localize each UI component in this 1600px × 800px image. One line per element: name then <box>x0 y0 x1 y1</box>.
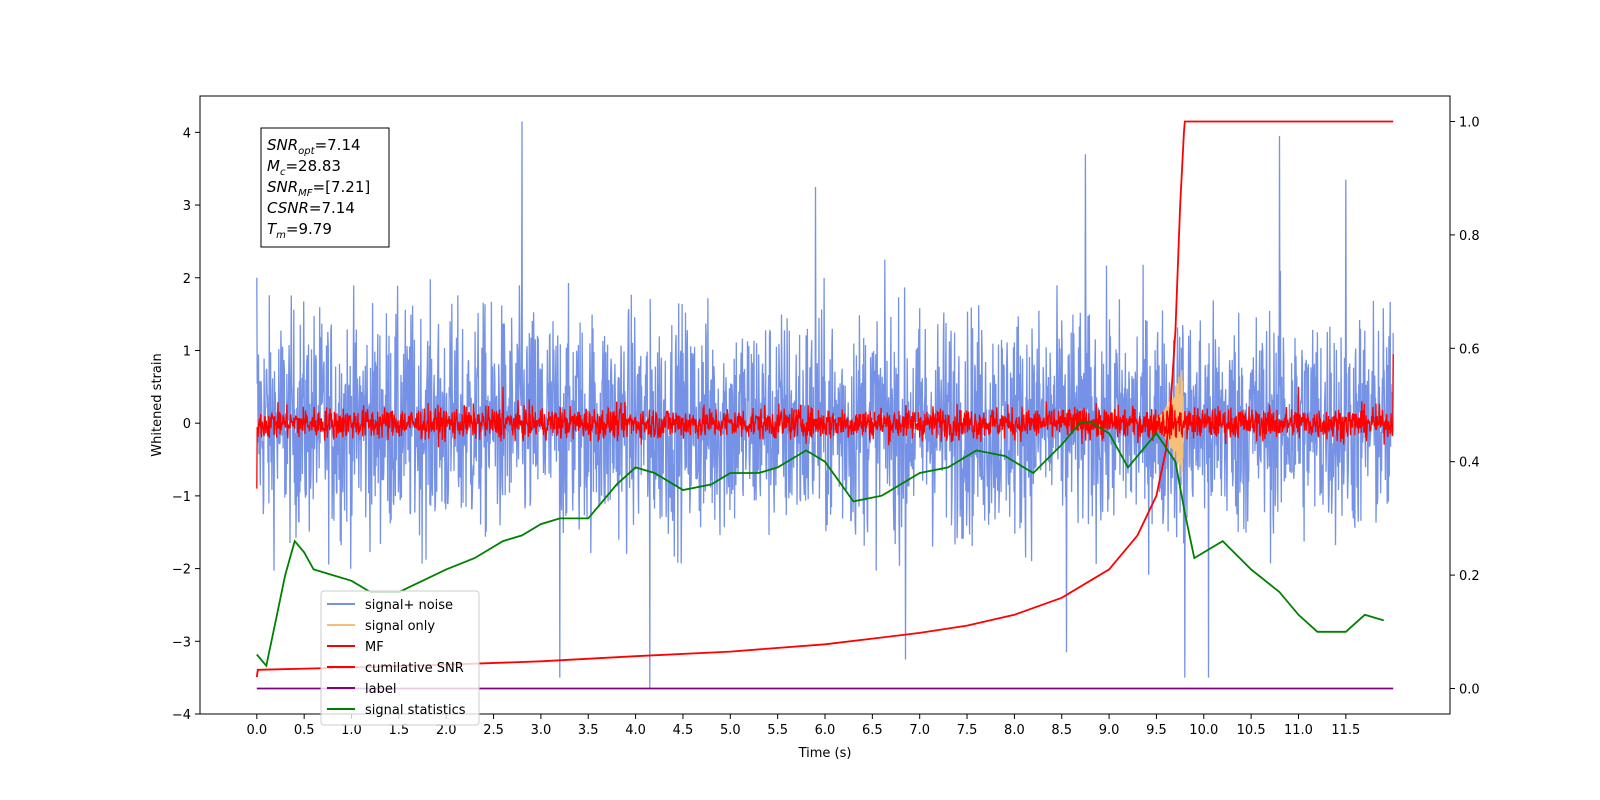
y-axis-label: Whitened strain <box>150 353 165 456</box>
stats-annotation: SNRopt=7.14Mc=28.83SNRMF=[7.21]CSNR=7.14… <box>260 127 390 248</box>
legend-entry: signal only <box>365 619 435 634</box>
y-tick-label: 2 <box>183 272 191 287</box>
legend-entry: signal statistics <box>365 703 466 718</box>
x-tick-label: 7.5 <box>957 723 978 738</box>
y-tick-label: −2 <box>172 563 191 578</box>
annotation-line: Mc=28.83 <box>267 157 341 178</box>
x-tick-label: 8.0 <box>1004 723 1025 738</box>
y2-tick-label: 1.0 <box>1459 116 1480 131</box>
x-tick-label: 3.0 <box>531 723 552 738</box>
annotation-line: CSNR=7.14 <box>267 199 355 217</box>
annotation-line: SNRMF=[7.21] <box>267 178 370 199</box>
y-axis-left: −4 −3 −2 −1 0 1 2 3 4 <box>172 126 200 723</box>
x-tick-label: 2.0 <box>436 723 457 738</box>
y2-tick-label: 0.4 <box>1459 456 1480 471</box>
x-tick-label: 4.5 <box>673 723 694 738</box>
x-tick-label: 3.5 <box>578 723 599 738</box>
x-tick-label: 6.0 <box>815 723 836 738</box>
x-tick-label: 9.0 <box>1099 723 1120 738</box>
y-tick-label: 1 <box>183 344 191 359</box>
x-tick-label: 1.5 <box>389 723 410 738</box>
series-3-line <box>255 120 1394 678</box>
x-tick-label: 0.0 <box>246 723 267 738</box>
x-axis-label: Time (s) <box>798 746 852 761</box>
x-tick-label: 0.5 <box>294 723 315 738</box>
y-tick-label: −1 <box>172 490 191 505</box>
y2-tick-label: 0.0 <box>1459 682 1480 697</box>
x-tick-label: 8.5 <box>1051 723 1072 738</box>
y-tick-label: 3 <box>183 199 191 214</box>
y-tick-label: −4 <box>172 708 191 723</box>
legend-entry: MF <box>365 640 384 655</box>
x-tick-label: 10.5 <box>1237 723 1266 738</box>
series-2-line <box>256 354 1394 489</box>
y-tick-label: −3 <box>172 635 191 650</box>
x-tick-label: 11.0 <box>1284 723 1313 738</box>
legend-entry: signal+ noise <box>365 598 453 613</box>
annotation-line: Tm=9.79 <box>267 220 332 241</box>
x-tick-label: 10.0 <box>1189 723 1218 738</box>
y2-tick-label: 0.8 <box>1459 229 1480 244</box>
legend-entry: cumilative SNR <box>365 661 464 676</box>
x-tick-label: 7.0 <box>909 723 930 738</box>
legend: signal+ noise signal only MF cumilative SNR… <box>320 590 480 726</box>
x-tick-label: 5.5 <box>767 723 788 738</box>
series-5-line <box>256 421 1384 668</box>
x-axis: 0.0 0.5 1.0 1.5 2.0 2.5 3.0 3.5 4.0 4.5 5.0 5.5 6.0 6… <box>246 714 1360 738</box>
x-tick-label: 9.5 <box>1146 723 1167 738</box>
x-tick-label: 4.0 <box>625 723 646 738</box>
x-tick-label: 6.5 <box>862 723 883 738</box>
x-tick-label: 5.0 <box>720 723 741 738</box>
series-0-line <box>256 121 1394 689</box>
x-tick-label: 11.5 <box>1331 723 1360 738</box>
y-tick-label: 0 <box>183 417 191 432</box>
annotation-line: SNRopt=7.14 <box>267 136 361 157</box>
y-tick-label: 4 <box>183 126 191 141</box>
y-axis-right: 0.0 0.2 0.4 0.6 0.8 1.0 <box>1450 116 1480 697</box>
legend-entry: label <box>365 682 396 697</box>
legend-box <box>320 590 480 726</box>
x-tick-label: 1.0 <box>341 723 362 738</box>
x-tick-label: 2.5 <box>483 723 504 738</box>
y2-tick-label: 0.6 <box>1459 342 1480 357</box>
y2-tick-label: 0.2 <box>1459 569 1480 584</box>
annotation-box <box>260 127 390 248</box>
